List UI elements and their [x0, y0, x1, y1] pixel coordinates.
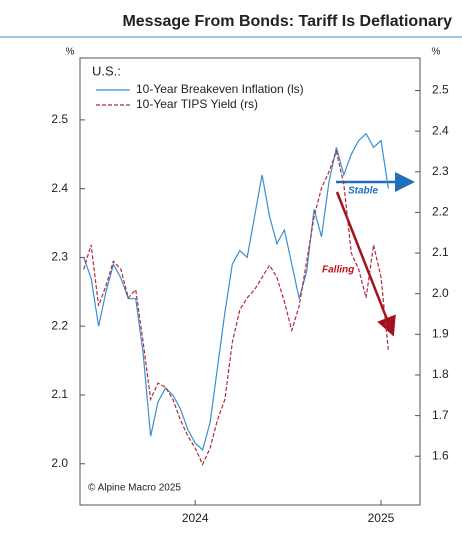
- y2-tick-label: 2.2: [432, 205, 449, 219]
- y-tick-label: 2.2: [51, 318, 68, 332]
- y2-tick-label: 2.3: [432, 164, 449, 178]
- falling-arrow: [335, 191, 396, 337]
- y-axis-label: %: [66, 47, 75, 58]
- y-tick-label: 2.4: [51, 181, 68, 195]
- annotation: Falling: [322, 265, 354, 276]
- y-tick-label: 2.1: [51, 387, 68, 401]
- x-tick-label: 2025: [368, 511, 395, 525]
- y2-tick-label: 1.8: [432, 367, 449, 381]
- y2-tick-label: 2.5: [432, 83, 449, 97]
- plot-frame: [79, 57, 421, 506]
- annotation: Stable: [348, 186, 378, 197]
- source: © Alpine Macro 2025: [88, 483, 181, 494]
- legend-label: 10-Year Breakeven Inflation (ls): [136, 82, 304, 96]
- x-tick-label: 2024: [182, 511, 209, 525]
- legend-title: U.S.:: [92, 63, 121, 78]
- y-tick-label: 2.0: [51, 456, 68, 470]
- series-line: [83, 149, 389, 466]
- y2-tick-label: 2.0: [432, 286, 449, 300]
- chart-title: Message From Bonds: Tariff Is Deflationa…: [122, 13, 452, 30]
- y2-tick-label: 2.4: [432, 123, 449, 137]
- y2-axis-label: %: [432, 47, 441, 58]
- y2-tick-label: 1.9: [432, 326, 449, 340]
- legend-label: 10-Year TIPS Yield (rs): [136, 97, 258, 111]
- y2-tick-label: 2.1: [432, 245, 449, 259]
- series-line: [83, 132, 389, 452]
- y2-tick-label: 1.6: [432, 448, 449, 462]
- y-tick-label: 2.5: [51, 112, 68, 126]
- y2-tick-label: 1.7: [432, 408, 449, 422]
- y-tick-label: 2.3: [51, 250, 68, 264]
